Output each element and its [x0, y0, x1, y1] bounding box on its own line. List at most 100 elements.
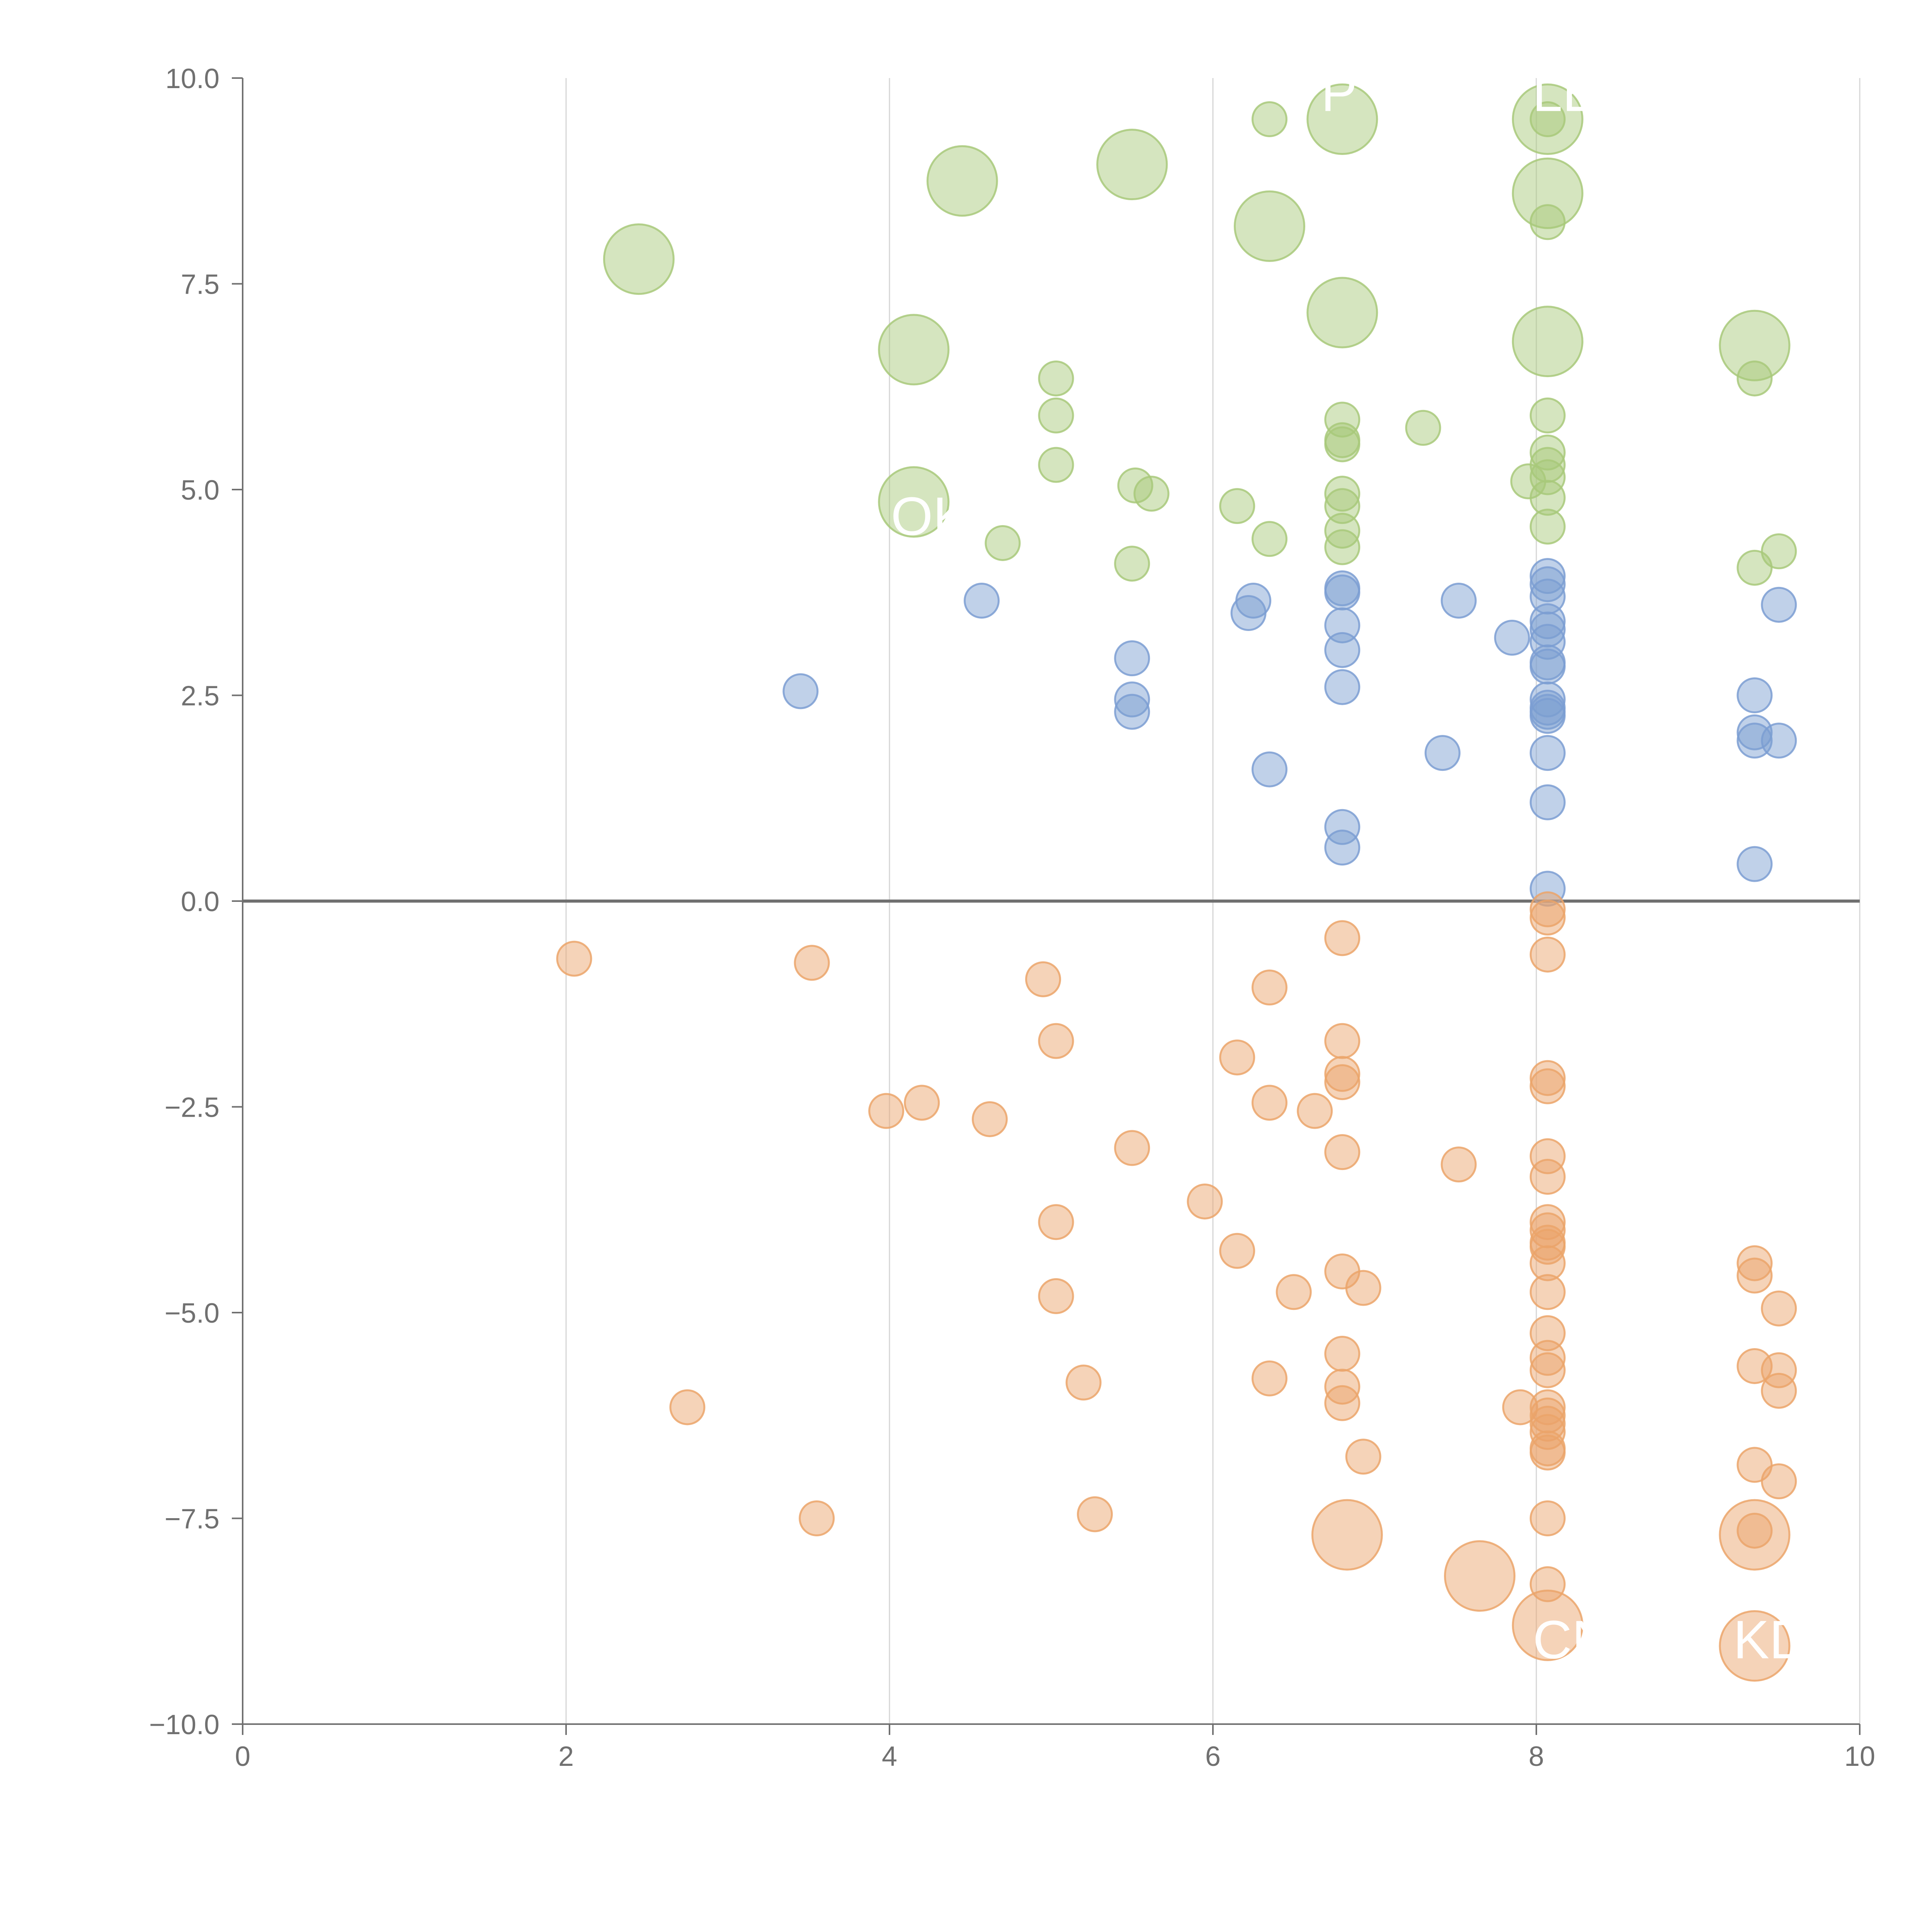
bubble-point-blue [1424, 735, 1461, 771]
bubble-point-blue [1529, 735, 1566, 771]
bubble-point-orange [1529, 1060, 1566, 1096]
bubble-point-orange [1529, 1204, 1566, 1240]
bubble-point-green [1114, 546, 1150, 582]
bubble-point-orange [1324, 1023, 1361, 1059]
bubble-point-orange [799, 1500, 835, 1536]
bubble-point-orange [1761, 1372, 1797, 1409]
bubble-point-orange [1529, 1068, 1566, 1104]
bubble-point-orange [1065, 1364, 1102, 1401]
bubble-point-blue [1324, 809, 1361, 845]
bubble-point-blue [1251, 751, 1287, 787]
bubble-point-orange [868, 1093, 905, 1129]
bubble-point-orange [1529, 936, 1566, 973]
bubble-point-orange [1025, 961, 1061, 997]
y-tick-label: 0.0 [181, 886, 219, 917]
bubble-point-orange [1502, 1389, 1538, 1425]
bubble-point-green [1324, 401, 1361, 438]
bubble-point-orange [556, 940, 592, 977]
bubble-point-green [1306, 277, 1378, 349]
bubble-point-blue [1324, 607, 1361, 643]
bubble-point-orange [1529, 1138, 1566, 1174]
annotation-label: OK [891, 486, 969, 546]
bubble-point-orange [1440, 1146, 1477, 1183]
bubble-point-orange [1761, 1290, 1797, 1327]
bubble-point-orange [1529, 1274, 1566, 1310]
data-points [556, 83, 1797, 1682]
bubble-point-orange [1219, 1233, 1255, 1269]
bubble-point-green [1512, 157, 1583, 229]
y-tick-label: −5.0 [165, 1298, 219, 1329]
bubble-point-orange [1529, 1434, 1566, 1471]
bubble-point-green [1529, 397, 1566, 434]
bubble-point-green [1736, 549, 1773, 586]
bubble-point-blue [1114, 694, 1150, 730]
bubble-point-blue [1529, 558, 1566, 594]
bubble-point-green [1529, 434, 1566, 471]
bubble-point-orange [1736, 1245, 1773, 1281]
bubble-point-blue [1529, 698, 1566, 734]
bubble-point-orange [1114, 1130, 1150, 1166]
bubble-point-orange [1761, 1463, 1797, 1500]
bubble-point-blue [1736, 714, 1773, 750]
bubble-point-orange [1736, 1257, 1773, 1294]
bubble-point-green [1512, 306, 1583, 378]
bubble-point-orange [1761, 1352, 1797, 1388]
x-tick-label: 0 [235, 1741, 250, 1772]
bubble-point-green [1133, 476, 1170, 512]
bubble-point-blue [1324, 830, 1361, 866]
bubble-point-orange [1324, 920, 1361, 956]
bubble-point-orange [1219, 1039, 1255, 1076]
bubble-point-orange [1529, 1352, 1566, 1388]
bubble-point-green [926, 145, 998, 217]
annotation-label: LE [1532, 62, 1599, 122]
bubble-point-blue [1529, 648, 1566, 685]
x-tick-label: 10 [1844, 1741, 1875, 1772]
bubble-point-orange [1719, 1499, 1791, 1571]
bubble-point-orange [1324, 1064, 1361, 1100]
bubble-point-green [1117, 467, 1153, 503]
bubble-point-orange [1529, 1500, 1566, 1536]
bubble-point-green [1219, 488, 1255, 524]
bubble-point-orange [1324, 1056, 1361, 1092]
bubble-point-green [1529, 101, 1566, 137]
bubble-point-blue [1761, 587, 1797, 623]
x-tick-label: 2 [558, 1741, 574, 1772]
bubble-point-blue [1529, 578, 1566, 615]
bubble-point-green [1324, 476, 1361, 512]
bubble-point-blue [964, 583, 1000, 619]
bubble-point-blue [1736, 846, 1773, 882]
bubble-point-green [1405, 410, 1441, 446]
bubble-point-orange [1311, 1499, 1383, 1571]
bubble-point-orange [1529, 1340, 1566, 1376]
bubble-point-orange [904, 1085, 940, 1121]
bubble-point-green [1233, 190, 1305, 262]
y-tick-label: −7.5 [165, 1504, 219, 1535]
y-tick-label: 2.5 [181, 681, 219, 712]
bubble-point-orange [1345, 1439, 1381, 1475]
bubble-point-green [1251, 101, 1287, 137]
bubble-point-orange [1038, 1023, 1074, 1059]
y-tick-label: −10.0 [149, 1709, 219, 1740]
bubble-point-orange [1276, 1274, 1312, 1310]
bubble-point-green [1529, 509, 1566, 545]
annotation-label: KD [1733, 1609, 1808, 1670]
x-tick-label: 6 [1205, 1741, 1221, 1772]
bubble-point-green [1251, 521, 1287, 557]
bubble-point-blue [782, 673, 819, 709]
bubble-point-blue [1230, 595, 1267, 631]
y-tick-label: 10.0 [165, 63, 219, 94]
bubble-point-orange [1529, 1406, 1566, 1442]
bubble-point-green [603, 223, 675, 295]
bubble-point-green [1038, 447, 1074, 483]
bubble-point-blue [1324, 669, 1361, 705]
bubble-point-blue [1529, 603, 1566, 639]
bubble-point-blue [1114, 640, 1150, 677]
bubble-point-green [1324, 488, 1361, 524]
annotation-label: CN [1533, 1609, 1611, 1670]
bubble-point-blue [1114, 681, 1150, 718]
bubble-point-blue [1529, 566, 1566, 602]
bubble-point-orange [1251, 969, 1287, 1006]
bubble-point-green [1529, 204, 1566, 240]
bubble-point-blue [1529, 784, 1566, 820]
bubble-point-blue [1529, 611, 1566, 648]
